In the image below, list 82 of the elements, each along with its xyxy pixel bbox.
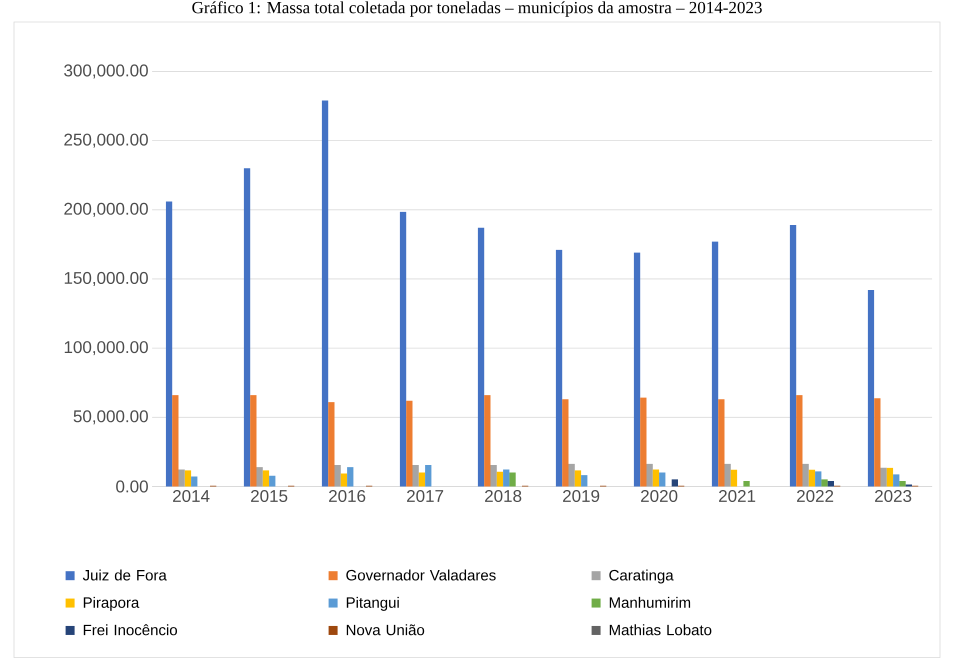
bar xyxy=(166,201,172,486)
x-tick-label: 2014 xyxy=(173,490,210,502)
bar xyxy=(646,464,653,486)
bar xyxy=(269,476,276,486)
legend-label: Manhumirim xyxy=(610,596,690,608)
chart-title: Gráfico 1: Massa total coletada por toneladas – municípios da amostra – 2014-2023 xyxy=(192,1,762,17)
bar xyxy=(868,290,874,486)
bar xyxy=(484,395,490,486)
bar xyxy=(712,242,718,486)
x-tick-label: 2023 xyxy=(875,490,912,502)
legend-label: Caratinga xyxy=(609,570,674,584)
y-tick-label: 50,000.00 xyxy=(74,410,148,424)
legend-label: Juiz de Fora xyxy=(82,570,167,581)
y-tick-label: 0.00 xyxy=(116,480,148,492)
bar xyxy=(418,472,426,486)
bar xyxy=(886,468,894,486)
bar xyxy=(672,479,678,486)
bar xyxy=(256,467,263,486)
bar xyxy=(328,402,335,486)
bar xyxy=(503,469,510,486)
legend-label: Frei Inocêncio xyxy=(84,624,177,636)
legend-label: Pitangui xyxy=(346,596,399,611)
y-tick-label: 150,000.00 xyxy=(64,272,148,286)
bar xyxy=(244,168,250,486)
bar xyxy=(893,474,900,486)
bar xyxy=(509,472,516,486)
x-tick-label: 2019 xyxy=(563,490,600,502)
bar xyxy=(250,395,257,486)
bar xyxy=(400,212,406,486)
x-tick-label: 2022 xyxy=(797,490,834,502)
legend-label: Nova União xyxy=(346,624,424,636)
bar xyxy=(490,465,497,486)
bar xyxy=(815,471,822,486)
bar xyxy=(478,228,484,486)
bar xyxy=(425,465,432,486)
bar xyxy=(874,398,880,486)
bar xyxy=(796,395,802,486)
bar xyxy=(743,481,750,486)
bar xyxy=(562,399,569,486)
y-tick-label: 200,000.00 xyxy=(64,202,148,217)
bar xyxy=(178,469,185,486)
x-tick-label: 2020 xyxy=(641,490,678,502)
legend-label: Governador Valadares xyxy=(346,570,496,581)
x-tick-label: 2018 xyxy=(485,490,522,502)
bar xyxy=(406,400,412,486)
bar xyxy=(568,464,575,486)
bar xyxy=(659,472,666,486)
bar xyxy=(899,481,906,486)
bar xyxy=(640,398,646,486)
bar xyxy=(730,470,738,486)
x-tick-label: 2021 xyxy=(719,490,756,502)
y-tick-label: 250,000.00 xyxy=(64,134,148,148)
bar xyxy=(172,395,179,486)
bar xyxy=(802,464,809,486)
bar xyxy=(790,225,796,486)
bar xyxy=(412,465,419,486)
bar xyxy=(821,479,828,486)
bar xyxy=(828,481,834,486)
bar xyxy=(880,468,887,486)
bar xyxy=(334,465,341,486)
bar xyxy=(634,252,640,486)
y-tick-label: 300,000.00 xyxy=(64,64,148,78)
bar xyxy=(322,100,328,486)
y-tick-label: 100,000.00 xyxy=(64,341,148,356)
bar xyxy=(556,250,562,486)
bar xyxy=(808,470,816,486)
x-tick-label: 2015 xyxy=(251,490,288,502)
bar xyxy=(184,470,192,486)
bar xyxy=(652,469,660,486)
x-tick-label: 2017 xyxy=(407,490,444,502)
bar xyxy=(340,473,348,486)
bar xyxy=(718,399,724,486)
legend-label: Mathias Lobato xyxy=(610,624,712,636)
bar xyxy=(574,470,582,486)
bar xyxy=(724,464,731,486)
bar xyxy=(347,467,354,486)
bar xyxy=(496,472,504,486)
bar xyxy=(262,470,270,486)
bar xyxy=(581,475,588,486)
legend-label: Pirapora xyxy=(84,596,140,611)
bar xyxy=(191,476,198,486)
x-tick-label: 2016 xyxy=(329,490,366,502)
